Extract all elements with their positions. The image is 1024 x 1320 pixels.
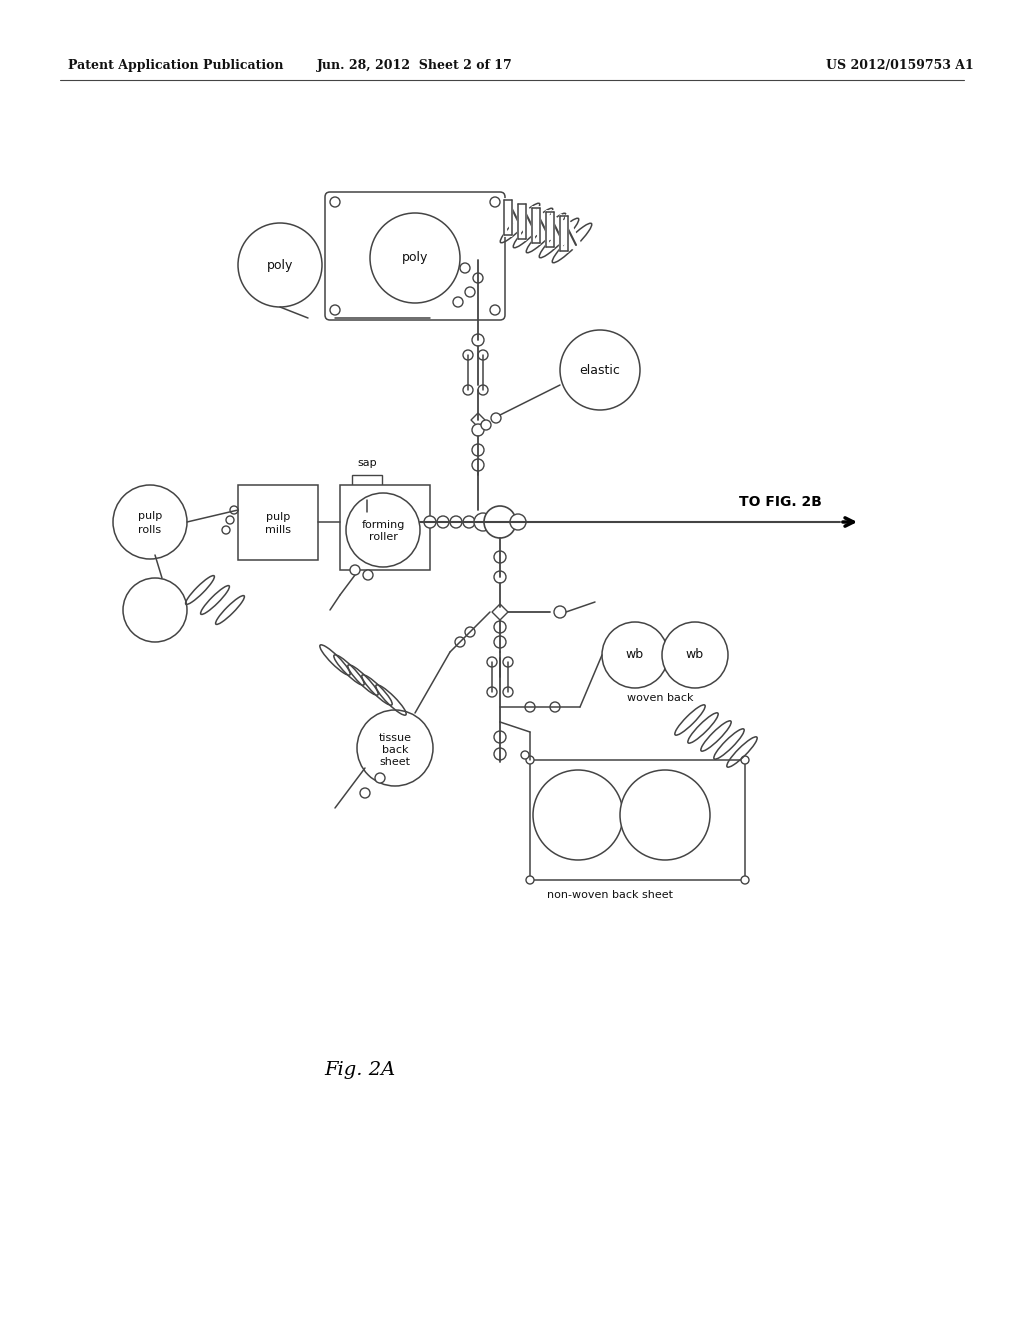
FancyBboxPatch shape bbox=[325, 191, 505, 319]
Text: tissue: tissue bbox=[379, 733, 412, 743]
Circle shape bbox=[472, 444, 484, 455]
Circle shape bbox=[602, 622, 668, 688]
Circle shape bbox=[494, 550, 506, 564]
Text: poly: poly bbox=[267, 259, 293, 272]
Circle shape bbox=[525, 702, 535, 711]
Circle shape bbox=[346, 492, 420, 568]
Circle shape bbox=[463, 516, 475, 528]
Circle shape bbox=[453, 297, 463, 308]
Text: woven back: woven back bbox=[627, 693, 693, 704]
Circle shape bbox=[494, 731, 506, 743]
Circle shape bbox=[741, 756, 749, 764]
Text: TO FIG. 2B: TO FIG. 2B bbox=[738, 495, 821, 510]
Circle shape bbox=[123, 578, 187, 642]
Text: non-woven back sheet: non-woven back sheet bbox=[547, 890, 673, 900]
Circle shape bbox=[450, 516, 462, 528]
Circle shape bbox=[662, 622, 728, 688]
Circle shape bbox=[113, 484, 187, 558]
Text: wb: wb bbox=[626, 648, 644, 661]
Circle shape bbox=[472, 424, 484, 436]
Circle shape bbox=[526, 756, 534, 764]
Circle shape bbox=[478, 385, 488, 395]
Text: mills: mills bbox=[265, 525, 291, 535]
Circle shape bbox=[360, 788, 370, 799]
Circle shape bbox=[490, 305, 500, 315]
Circle shape bbox=[481, 420, 490, 430]
Circle shape bbox=[478, 350, 488, 360]
Circle shape bbox=[375, 774, 385, 783]
Text: elastic: elastic bbox=[580, 363, 621, 376]
Circle shape bbox=[370, 213, 460, 304]
Circle shape bbox=[503, 686, 513, 697]
Circle shape bbox=[465, 286, 475, 297]
Text: roller: roller bbox=[369, 532, 397, 543]
Circle shape bbox=[362, 570, 373, 579]
Circle shape bbox=[484, 506, 516, 539]
Circle shape bbox=[472, 459, 484, 471]
Circle shape bbox=[437, 516, 449, 528]
Text: pulp: pulp bbox=[266, 512, 290, 521]
Circle shape bbox=[741, 876, 749, 884]
Circle shape bbox=[494, 572, 506, 583]
Circle shape bbox=[472, 334, 484, 346]
Circle shape bbox=[222, 525, 230, 535]
Circle shape bbox=[455, 638, 465, 647]
Text: wb: wb bbox=[686, 648, 705, 661]
Circle shape bbox=[330, 197, 340, 207]
Bar bbox=[238, 484, 318, 560]
Circle shape bbox=[503, 657, 513, 667]
Circle shape bbox=[230, 506, 238, 513]
Text: Jun. 28, 2012  Sheet 2 of 17: Jun. 28, 2012 Sheet 2 of 17 bbox=[317, 58, 513, 71]
Circle shape bbox=[560, 330, 640, 411]
Circle shape bbox=[494, 748, 506, 760]
Circle shape bbox=[487, 686, 497, 697]
Text: sap: sap bbox=[357, 458, 377, 469]
Circle shape bbox=[330, 305, 340, 315]
Circle shape bbox=[494, 636, 506, 648]
Circle shape bbox=[463, 385, 473, 395]
Text: rolls: rolls bbox=[138, 525, 162, 535]
Circle shape bbox=[463, 350, 473, 360]
Circle shape bbox=[620, 770, 710, 861]
Circle shape bbox=[460, 263, 470, 273]
Bar bbox=[340, 484, 430, 570]
Circle shape bbox=[550, 702, 560, 711]
Circle shape bbox=[487, 657, 497, 667]
Text: Patent Application Publication: Patent Application Publication bbox=[68, 58, 284, 71]
Circle shape bbox=[554, 606, 566, 618]
Text: US 2012/0159753 A1: US 2012/0159753 A1 bbox=[826, 58, 974, 71]
Bar bbox=[352, 475, 382, 500]
Circle shape bbox=[238, 223, 322, 308]
Text: pulp: pulp bbox=[138, 511, 162, 521]
Circle shape bbox=[424, 516, 436, 528]
Circle shape bbox=[357, 710, 433, 785]
Circle shape bbox=[521, 751, 529, 759]
Circle shape bbox=[490, 197, 500, 207]
Circle shape bbox=[490, 413, 501, 422]
Circle shape bbox=[226, 516, 234, 524]
Circle shape bbox=[494, 620, 506, 634]
Circle shape bbox=[486, 508, 514, 536]
Circle shape bbox=[474, 513, 492, 531]
Bar bbox=[530, 760, 745, 880]
Text: poly: poly bbox=[401, 252, 428, 264]
Circle shape bbox=[526, 876, 534, 884]
Circle shape bbox=[534, 770, 623, 861]
Text: sheet: sheet bbox=[380, 756, 411, 767]
Text: Fig. 2A: Fig. 2A bbox=[325, 1061, 395, 1078]
Circle shape bbox=[510, 513, 526, 531]
Text: forming: forming bbox=[361, 520, 404, 531]
Text: back: back bbox=[382, 744, 409, 755]
Circle shape bbox=[473, 273, 483, 282]
Circle shape bbox=[465, 627, 475, 638]
Circle shape bbox=[350, 565, 360, 576]
